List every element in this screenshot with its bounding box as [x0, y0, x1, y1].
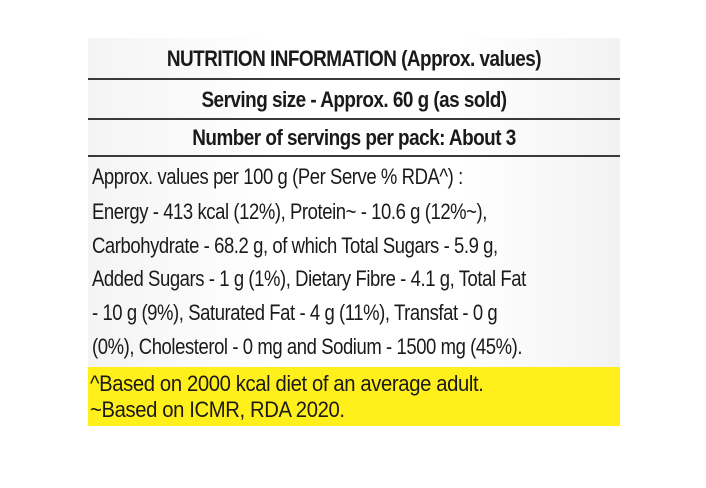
serving-size: Serving size - Approx. 60 g (as sold) [201, 87, 507, 112]
footnote-icmr: ~Based on ICMR, RDA 2020. [90, 397, 345, 422]
row-divider [88, 155, 620, 157]
row-divider [88, 78, 620, 80]
nutrition-values-line: (0%), Cholesterol - 0 mg and Sodium - 15… [92, 334, 523, 359]
footnote-highlight [88, 367, 620, 426]
footnote-rda: ^Based on 2000 kcal diet of an average a… [90, 371, 484, 396]
servings-per-pack: Number of servings per pack: About 3 [192, 125, 516, 150]
nutrition-values-line: Approx. values per 100 g (Per Serve % RD… [92, 164, 463, 189]
nutrition-title: NUTRITION INFORMATION (Approx. values) [166, 46, 542, 71]
row-divider [88, 118, 620, 120]
nutrition-values-line: Energy - 413 kcal (12%), Protein~ - 10.6… [92, 199, 488, 224]
nutrition-label-panel [88, 38, 620, 426]
nutrition-values-line: Added Sugars - 1 g (1%), Dietary Fibre -… [92, 266, 526, 291]
nutrition-values-line: - 10 g (9%), Saturated Fat - 4 g (11%), … [92, 300, 498, 325]
nutrition-values-line: Carbohydrate - 68.2 g, of which Total Su… [92, 233, 498, 258]
